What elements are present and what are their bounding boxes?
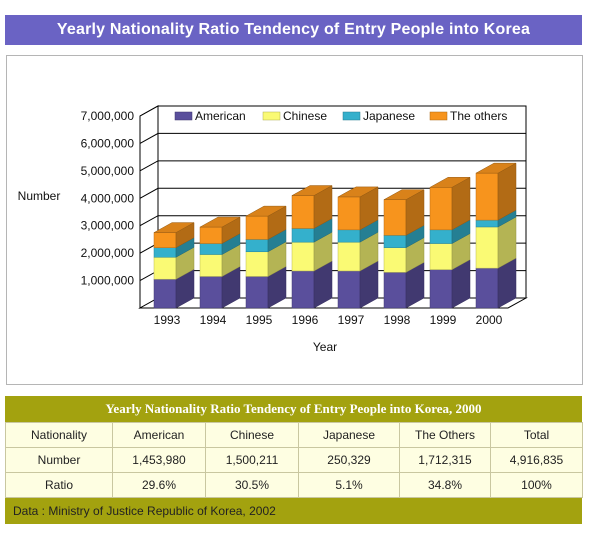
- bar-segment: [245, 276, 269, 309]
- y-tick-label: 7,000,000: [81, 109, 135, 123]
- legend-label: Chinese: [283, 109, 327, 123]
- x-axis-title: Year: [313, 340, 337, 354]
- bar-segment: [291, 228, 315, 243]
- bar-segment: [245, 239, 269, 253]
- data-source-footer: Data : Ministry of Justice Republic of K…: [5, 498, 582, 524]
- header-cell: Chinese: [205, 422, 299, 448]
- table-cell: 1,500,211: [205, 447, 299, 473]
- x-tick-label: 1996: [292, 313, 319, 327]
- table-cell: 5.1%: [298, 472, 400, 498]
- x-tick-label: 1998: [384, 313, 411, 327]
- bar-segment: [475, 226, 499, 269]
- y-tick-label: 4,000,000: [81, 191, 135, 205]
- stacked-bar-chart: 1,000,000 2,000,000 3,000,000 4,000,000 5,00…: [18, 105, 528, 354]
- bar-segment: [291, 241, 315, 272]
- x-tick-label: 1994: [200, 313, 227, 327]
- bar-segment: [153, 278, 177, 309]
- bar-segment: [337, 270, 361, 309]
- table-cell: 100%: [490, 472, 583, 498]
- x-tick-label: 1993: [154, 313, 181, 327]
- header-cell: The Others: [399, 422, 491, 448]
- bar-segment: [475, 267, 499, 309]
- row-label: Ratio: [5, 472, 113, 498]
- bar-segment: [153, 257, 177, 280]
- gridline: [139, 132, 526, 144]
- x-tick-label: 1997: [338, 313, 365, 327]
- x-tick-label: 1999: [430, 313, 457, 327]
- legend-swatch: [262, 111, 281, 121]
- summary-table-section: Yearly Nationality Ratio Tendency of Ent…: [5, 396, 583, 524]
- bar-segment: [429, 269, 453, 309]
- bar-top: [153, 222, 195, 233]
- bar-segment: [291, 270, 315, 309]
- legend-label: American: [195, 109, 246, 123]
- header-cell: American: [112, 422, 206, 448]
- gridline: [139, 187, 526, 199]
- bar-segment: [337, 196, 361, 231]
- bar-segment: [337, 241, 361, 272]
- bar-segment: [383, 235, 407, 248]
- y-tick-label: 6,000,000: [81, 136, 135, 150]
- legend-swatch: [174, 111, 193, 121]
- bar-segment: [199, 254, 223, 277]
- row-label: Number: [5, 447, 113, 473]
- bar-segment: [429, 187, 453, 231]
- bar-segment: [245, 251, 269, 277]
- page-title: Yearly Nationality Ratio Tendency of Ent…: [5, 15, 582, 45]
- gridline: [139, 105, 526, 117]
- gridline: [139, 160, 526, 172]
- bar-top: [337, 186, 379, 198]
- bar-segment: [199, 276, 223, 309]
- header-cell: Japanese: [298, 422, 400, 448]
- table-cell: 29.6%: [112, 472, 206, 498]
- y-axis-title: Number: [18, 189, 61, 203]
- x-tick-label: 2000: [476, 313, 503, 327]
- header-cell: Total: [490, 422, 583, 448]
- table-header-row: Nationality American Chinese Japanese Th…: [5, 422, 583, 448]
- table-cell: 34.8%: [399, 472, 491, 498]
- bar-top: [429, 177, 471, 188]
- bar-segment: [199, 243, 223, 255]
- bar-top: [291, 185, 333, 196]
- bar-segment: [429, 243, 453, 270]
- legend-label: The others: [450, 109, 507, 123]
- table-cell: 30.5%: [205, 472, 299, 498]
- table-cell: 1,453,980: [112, 447, 206, 473]
- bar-segment: [383, 247, 407, 273]
- bar-segment: [291, 195, 315, 229]
- bar-top: [245, 205, 287, 217]
- bar-segment: [429, 229, 453, 244]
- y-tick-label: 1,000,000: [81, 274, 135, 288]
- y-tick-label: 3,000,000: [81, 219, 135, 233]
- table-row: Number 1,453,980 1,500,211 250,329 1,712…: [5, 447, 583, 473]
- table-cell: 250,329: [298, 447, 400, 473]
- bar-segment: [153, 247, 177, 258]
- y-tick-label: 5,000,000: [81, 164, 135, 178]
- legend-label: Japanese: [363, 109, 415, 123]
- table-title: Yearly Nationality Ratio Tendency of Ent…: [5, 396, 582, 422]
- bar-top: [383, 189, 425, 200]
- bar-segment: [383, 199, 407, 236]
- bar-segment: [245, 215, 269, 240]
- table-row: Ratio 29.6% 30.5% 5.1% 34.8% 100%: [5, 472, 583, 498]
- bar-segment: [475, 219, 499, 228]
- legend-swatch: [342, 111, 361, 121]
- legend-swatch: [429, 111, 448, 121]
- chart-floor: [138, 297, 528, 309]
- bar-top: [475, 162, 517, 174]
- bar-segment: [475, 172, 499, 221]
- header-cell: Nationality: [5, 422, 113, 448]
- table-cell: 1,712,315: [399, 447, 491, 473]
- summary-table: Nationality American Chinese Japanese Th…: [5, 422, 583, 498]
- bar-segment: [153, 232, 177, 248]
- chart-panel: 1,000,000 2,000,000 3,000,000 4,000,000 5,00…: [6, 55, 583, 385]
- y-tick-label: 2,000,000: [81, 246, 135, 260]
- x-tick-label: 1995: [246, 313, 273, 327]
- bar-top: [199, 216, 241, 228]
- table-cell: 4,916,835: [490, 447, 583, 473]
- bar-segment: [383, 272, 407, 309]
- bar-segment: [337, 229, 361, 243]
- bar-segment: [199, 226, 223, 244]
